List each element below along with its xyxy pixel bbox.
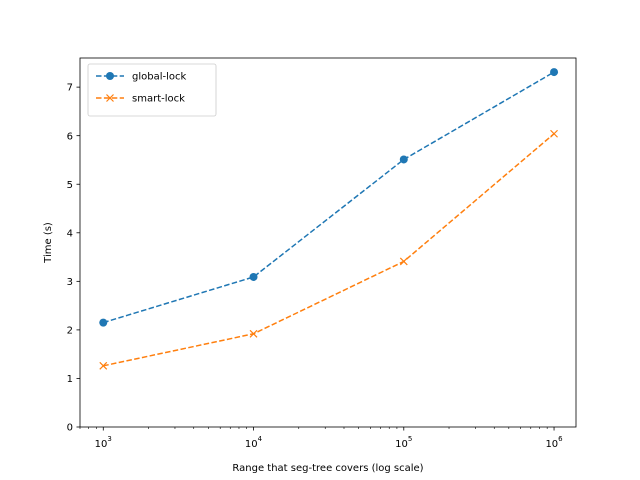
legend-label: smart-lock — [132, 94, 185, 105]
data-point-global-lock — [99, 318, 108, 327]
x-tick-label-base: 10 — [245, 439, 258, 450]
x-tick-label: 103 — [95, 435, 112, 450]
y-tick-label: 1 — [67, 374, 73, 385]
axes-frame — [79, 57, 577, 428]
legend-swatch-marker — [106, 72, 114, 80]
data-point-global-lock — [550, 68, 559, 77]
legend-box — [87, 63, 217, 117]
x-marker-stroke — [99, 361, 108, 370]
legend-swatch-marker — [106, 94, 114, 102]
y-tick-label: 2 — [67, 325, 73, 336]
x-tick-label: 104 — [245, 435, 263, 450]
y-tick-label: 5 — [67, 180, 73, 191]
series-line-global-lock — [103, 71, 555, 324]
y-tick-label: 3 — [67, 277, 73, 288]
x-tick-label-exponent: 5 — [408, 435, 412, 443]
x-tick-label-exponent: 6 — [558, 435, 563, 443]
series-line-smart-lock — [103, 133, 555, 367]
y-tick-label: 6 — [67, 131, 73, 142]
y-tick-label: 7 — [67, 83, 73, 94]
data-point-smart-lock — [99, 361, 108, 370]
x-marker-stroke — [106, 94, 114, 102]
x-tick-label-base: 10 — [95, 439, 108, 450]
x-tick-label-exponent: 3 — [107, 435, 111, 443]
data-point-global-lock — [399, 155, 408, 164]
y-axis-label: Time (s) — [43, 222, 54, 264]
x-tick-label-exponent: 4 — [258, 435, 263, 443]
x-axis-label: Range that seg-tree covers (log scale) — [232, 463, 423, 474]
series-layer — [99, 68, 559, 370]
data-point-smart-lock — [550, 129, 558, 138]
x-tick-label-base: 10 — [395, 439, 408, 450]
x-axis: 103 104 105 106 — [79, 427, 563, 450]
legend: global-lock smart-lock — [87, 63, 217, 117]
x-marker-stroke — [550, 129, 558, 138]
plot-area — [80, 58, 576, 427]
y-tick-label: 0 — [67, 423, 73, 434]
data-point-smart-lock — [249, 329, 258, 338]
x-tick-label: 106 — [545, 435, 563, 450]
x-marker-stroke — [249, 329, 258, 338]
x-marker-stroke — [399, 257, 408, 266]
y-tick-label: 4 — [67, 228, 73, 239]
x-tick-label: 105 — [395, 435, 412, 450]
x-tick-label-base: 10 — [545, 439, 558, 450]
y-axis: 0 1 2 3 4 5 6 7 — [67, 83, 80, 434]
data-point-global-lock — [249, 272, 258, 281]
data-point-smart-lock — [399, 257, 408, 266]
legend-label: global-lock — [132, 72, 187, 83]
